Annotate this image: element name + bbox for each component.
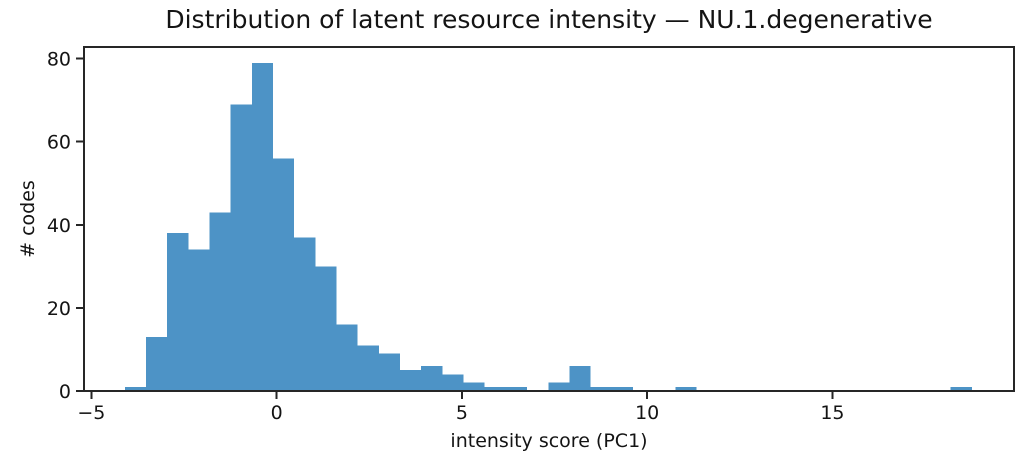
y-tick-label: 80 xyxy=(47,49,71,71)
frame-layer xyxy=(83,46,1015,392)
histogram-bar xyxy=(272,158,295,391)
histogram-bar xyxy=(336,324,358,391)
x-tick-label: 0 xyxy=(271,402,283,424)
chart-title: Distribution of latent resource intensit… xyxy=(165,5,932,34)
x-tick-label: −5 xyxy=(77,402,105,424)
plot-frame xyxy=(83,46,1015,392)
histogram-bar xyxy=(675,386,697,391)
x-tick-label: 10 xyxy=(635,402,659,424)
y-axis-label: # codes xyxy=(17,180,39,258)
histogram-bar xyxy=(442,374,464,391)
histogram-bar xyxy=(209,212,231,391)
x-axis-label: intensity score (PC1) xyxy=(450,430,647,452)
y-tick-label: 20 xyxy=(47,298,71,320)
y-tick-label: 40 xyxy=(47,215,71,237)
histogram-bar xyxy=(463,382,485,391)
x-tick-label: 15 xyxy=(820,402,844,424)
histogram-bar xyxy=(315,266,337,391)
histogram-bar xyxy=(378,353,401,391)
histogram-bar xyxy=(251,62,273,391)
histogram-bar xyxy=(505,386,528,391)
y-tick-label: 60 xyxy=(47,132,71,154)
bars-layer xyxy=(124,62,972,391)
histogram-bar xyxy=(357,345,379,391)
histogram-bar xyxy=(569,366,591,391)
histogram-bar xyxy=(548,382,570,391)
histogram-bar xyxy=(400,370,422,391)
histogram-bar xyxy=(294,237,316,391)
histogram-bar xyxy=(484,386,506,391)
histogram-bar xyxy=(145,336,168,391)
histogram-bar xyxy=(421,366,443,391)
y-tick-label: 0 xyxy=(59,381,71,403)
ticks-layer: −5 0 5 10 15 0 20 40 60 80 xyxy=(47,49,845,424)
histogram-bar xyxy=(230,104,252,391)
histogram-bar xyxy=(124,386,146,391)
histogram-bar xyxy=(188,249,210,391)
histogram-bar xyxy=(611,386,633,391)
histogram-bar xyxy=(167,233,189,391)
histogram-bar xyxy=(590,386,612,391)
histogram-bar xyxy=(950,386,972,391)
x-tick-label: 5 xyxy=(456,402,468,424)
